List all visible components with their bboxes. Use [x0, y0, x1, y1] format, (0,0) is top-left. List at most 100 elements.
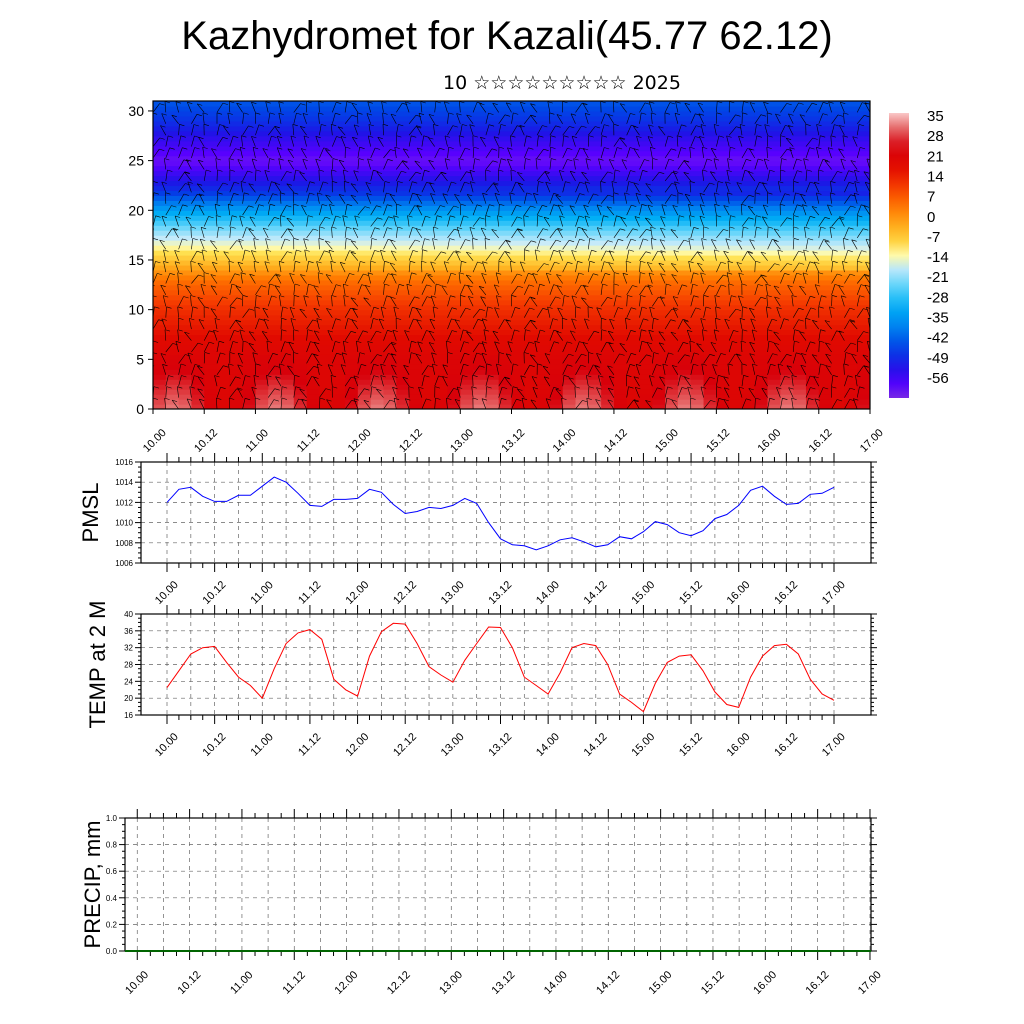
heatmap-cell — [588, 160, 602, 167]
wind-barb — [458, 272, 461, 284]
wind-barb — [344, 400, 352, 409]
heatmap-cell — [613, 274, 628, 281]
heatmap-cell — [306, 215, 321, 221]
heatmap-cell — [767, 364, 781, 370]
wind-barb — [293, 283, 296, 295]
heatmap-cell — [690, 369, 705, 375]
heatmap-cell — [421, 404, 436, 409]
heatmap-cell — [242, 130, 257, 137]
heatmap-cell — [703, 220, 717, 226]
heatmap-cell — [319, 140, 333, 147]
heatmap-cell — [165, 225, 180, 231]
heatmap-cell — [626, 324, 641, 331]
heatmap-cell — [716, 235, 730, 241]
heatmap-cell — [741, 101, 756, 107]
heatmap-cell — [537, 289, 551, 296]
heatmap-cell — [780, 180, 794, 187]
heatmap-cell — [217, 299, 231, 306]
heatmap-cell — [767, 379, 781, 385]
heatmap-cell — [473, 404, 487, 409]
wind-barb — [459, 101, 461, 113]
wind-barb — [357, 364, 362, 375]
heatmap-cell — [562, 255, 577, 261]
heatmap-cell — [549, 284, 564, 291]
heatmap-cell — [549, 354, 564, 360]
wind-barb-flag — [223, 365, 229, 368]
heatmap-cell — [831, 279, 845, 286]
heatmap-cell — [537, 379, 551, 385]
heatmap-cell — [383, 205, 397, 211]
heatmap-cell — [409, 389, 423, 395]
wind-barb-flag — [389, 262, 396, 265]
heatmap-cell — [844, 329, 858, 336]
heatmap-cell — [409, 344, 423, 350]
heatmap-cell — [447, 170, 461, 177]
heatmap-cell — [857, 334, 870, 341]
heatmap-cell — [805, 215, 820, 221]
wind-barb-flag — [162, 364, 168, 367]
wind-barb — [456, 113, 461, 124]
heatmap-cell — [345, 165, 359, 172]
heatmap-cell — [511, 105, 525, 112]
heatmap-cell — [665, 210, 679, 216]
heatmap-cell — [857, 319, 870, 326]
heatmap-cell — [332, 304, 346, 311]
heatmap-cell — [524, 120, 538, 127]
heatmap-cell — [511, 215, 525, 221]
heatmap-cell — [639, 135, 653, 142]
heatmap-cell — [485, 235, 500, 241]
heatmap-cell — [588, 389, 602, 395]
heatmap-cell — [741, 314, 756, 321]
wind-barb-flag — [266, 340, 272, 343]
wind-barb-flag — [228, 158, 235, 161]
heatmap-cell — [498, 284, 513, 291]
wind-barb-flag — [273, 399, 279, 402]
wind-barb — [203, 216, 209, 227]
heatmap-cell — [447, 120, 461, 127]
wind-barb — [327, 364, 333, 375]
heatmap-cell — [844, 369, 858, 375]
heatmap-cell — [370, 205, 385, 211]
heatmap-cell — [217, 324, 231, 331]
heatmap-cell — [831, 120, 845, 127]
heatmap-cell — [601, 150, 615, 157]
heatmap-cell — [793, 394, 807, 400]
heatmap-cell — [613, 359, 628, 365]
heatmap-cell — [754, 379, 769, 385]
wind-barb — [460, 341, 465, 353]
heatmap-cell — [729, 304, 743, 311]
heatmap-cell — [409, 294, 423, 301]
heatmap-cell — [754, 215, 769, 221]
heatmap-cell — [639, 200, 653, 206]
wind-barb-flag — [214, 375, 220, 378]
wind-barb — [447, 215, 451, 227]
heatmap-cell — [345, 399, 359, 405]
heatmap-cell — [652, 210, 666, 216]
wind-barb-flag — [426, 273, 432, 276]
wind-barb-flag — [313, 376, 319, 379]
heatmap-cell — [741, 255, 756, 261]
heatmap-cell — [498, 180, 513, 187]
heatmap-cell — [537, 404, 551, 409]
heatmap-cell — [703, 339, 717, 346]
heatmap-cell — [575, 384, 589, 390]
wind-barb — [447, 229, 455, 239]
heatmap-cell — [421, 319, 436, 326]
heatmap-cell — [268, 255, 282, 261]
heatmap-cell — [409, 274, 423, 281]
heatmap-cell — [690, 374, 705, 380]
heatmap-cell — [306, 120, 321, 127]
heatmap-cell — [383, 269, 397, 276]
wind-barb-flag — [481, 273, 487, 276]
heatmap-cell — [729, 364, 743, 370]
heatmap-cell — [485, 115, 500, 122]
heatmap-cell — [831, 349, 845, 355]
heatmap-cell — [831, 319, 845, 326]
heatmap-cell — [268, 379, 282, 385]
heatmap-cell — [549, 389, 564, 395]
wind-barb-flag — [235, 319, 241, 322]
heatmap-cell — [268, 389, 282, 395]
heatmap-cell — [460, 255, 474, 261]
heatmap-cell — [562, 225, 577, 231]
heatmap-cell — [613, 175, 628, 182]
